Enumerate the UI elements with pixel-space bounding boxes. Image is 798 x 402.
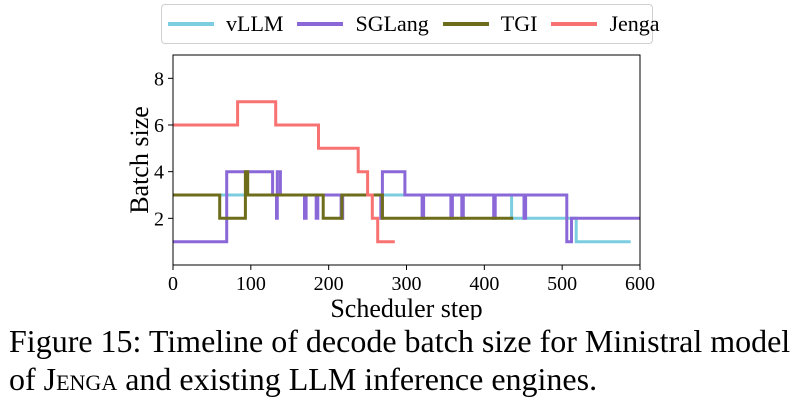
caption-suffix: and existing LLM inference engines. (117, 361, 598, 397)
x-tick-label: 400 (469, 273, 499, 295)
legend-label-sglang: SGLang (355, 11, 429, 36)
x-tick-label: 100 (236, 273, 266, 295)
series-line-sglang (173, 170, 640, 244)
y-axis-label: Batch size (125, 106, 154, 214)
x-axis-label: Scheduler step (330, 294, 482, 320)
legend-item-vllm: vLLM (168, 13, 283, 35)
caption-prefix: Figure 15: Timeline of decode batch size… (9, 323, 791, 397)
x-axis-ticks: 0 100 200 300 400 500 600 (168, 265, 655, 295)
legend-item-tgi: TGI (442, 11, 538, 36)
y-tick-label: 2 (154, 208, 164, 230)
x-tick-label: 300 (392, 273, 422, 295)
series-line-tgi (173, 170, 514, 220)
legend-swatch-vllm (168, 22, 214, 26)
legend-swatch-tgi (442, 22, 489, 26)
y-tick-label: 8 (154, 68, 164, 90)
plot-frame (172, 54, 641, 266)
legend-item-sglang: SGLang (297, 11, 429, 36)
legend-item-jenga: Jenga (551, 11, 660, 36)
legend-swatch-sglang (297, 22, 344, 26)
legend: vLLM SGLang TGI Jenga (161, 4, 660, 44)
x-tick-label: 0 (168, 273, 178, 295)
caption-system-name: Jenga (43, 361, 118, 397)
x-tick-label: 600 (625, 273, 655, 295)
series-layer (173, 100, 640, 244)
y-axis-ticks: 2 4 6 8 (154, 68, 173, 230)
legend-swatch-jenga (551, 22, 598, 26)
series-line-jenga (173, 100, 395, 244)
legend-label-vllm: vLLM (226, 11, 284, 36)
legend-label-tgi: TGI (500, 11, 538, 36)
x-tick-label: 200 (314, 273, 344, 295)
figure-caption: Figure 15: Timeline of decode batch size… (9, 322, 798, 398)
y-tick-label: 6 (154, 115, 164, 137)
x-tick-label: 500 (547, 273, 577, 295)
y-tick-label: 4 (154, 162, 164, 184)
legend-label-jenga: Jenga (609, 11, 660, 36)
